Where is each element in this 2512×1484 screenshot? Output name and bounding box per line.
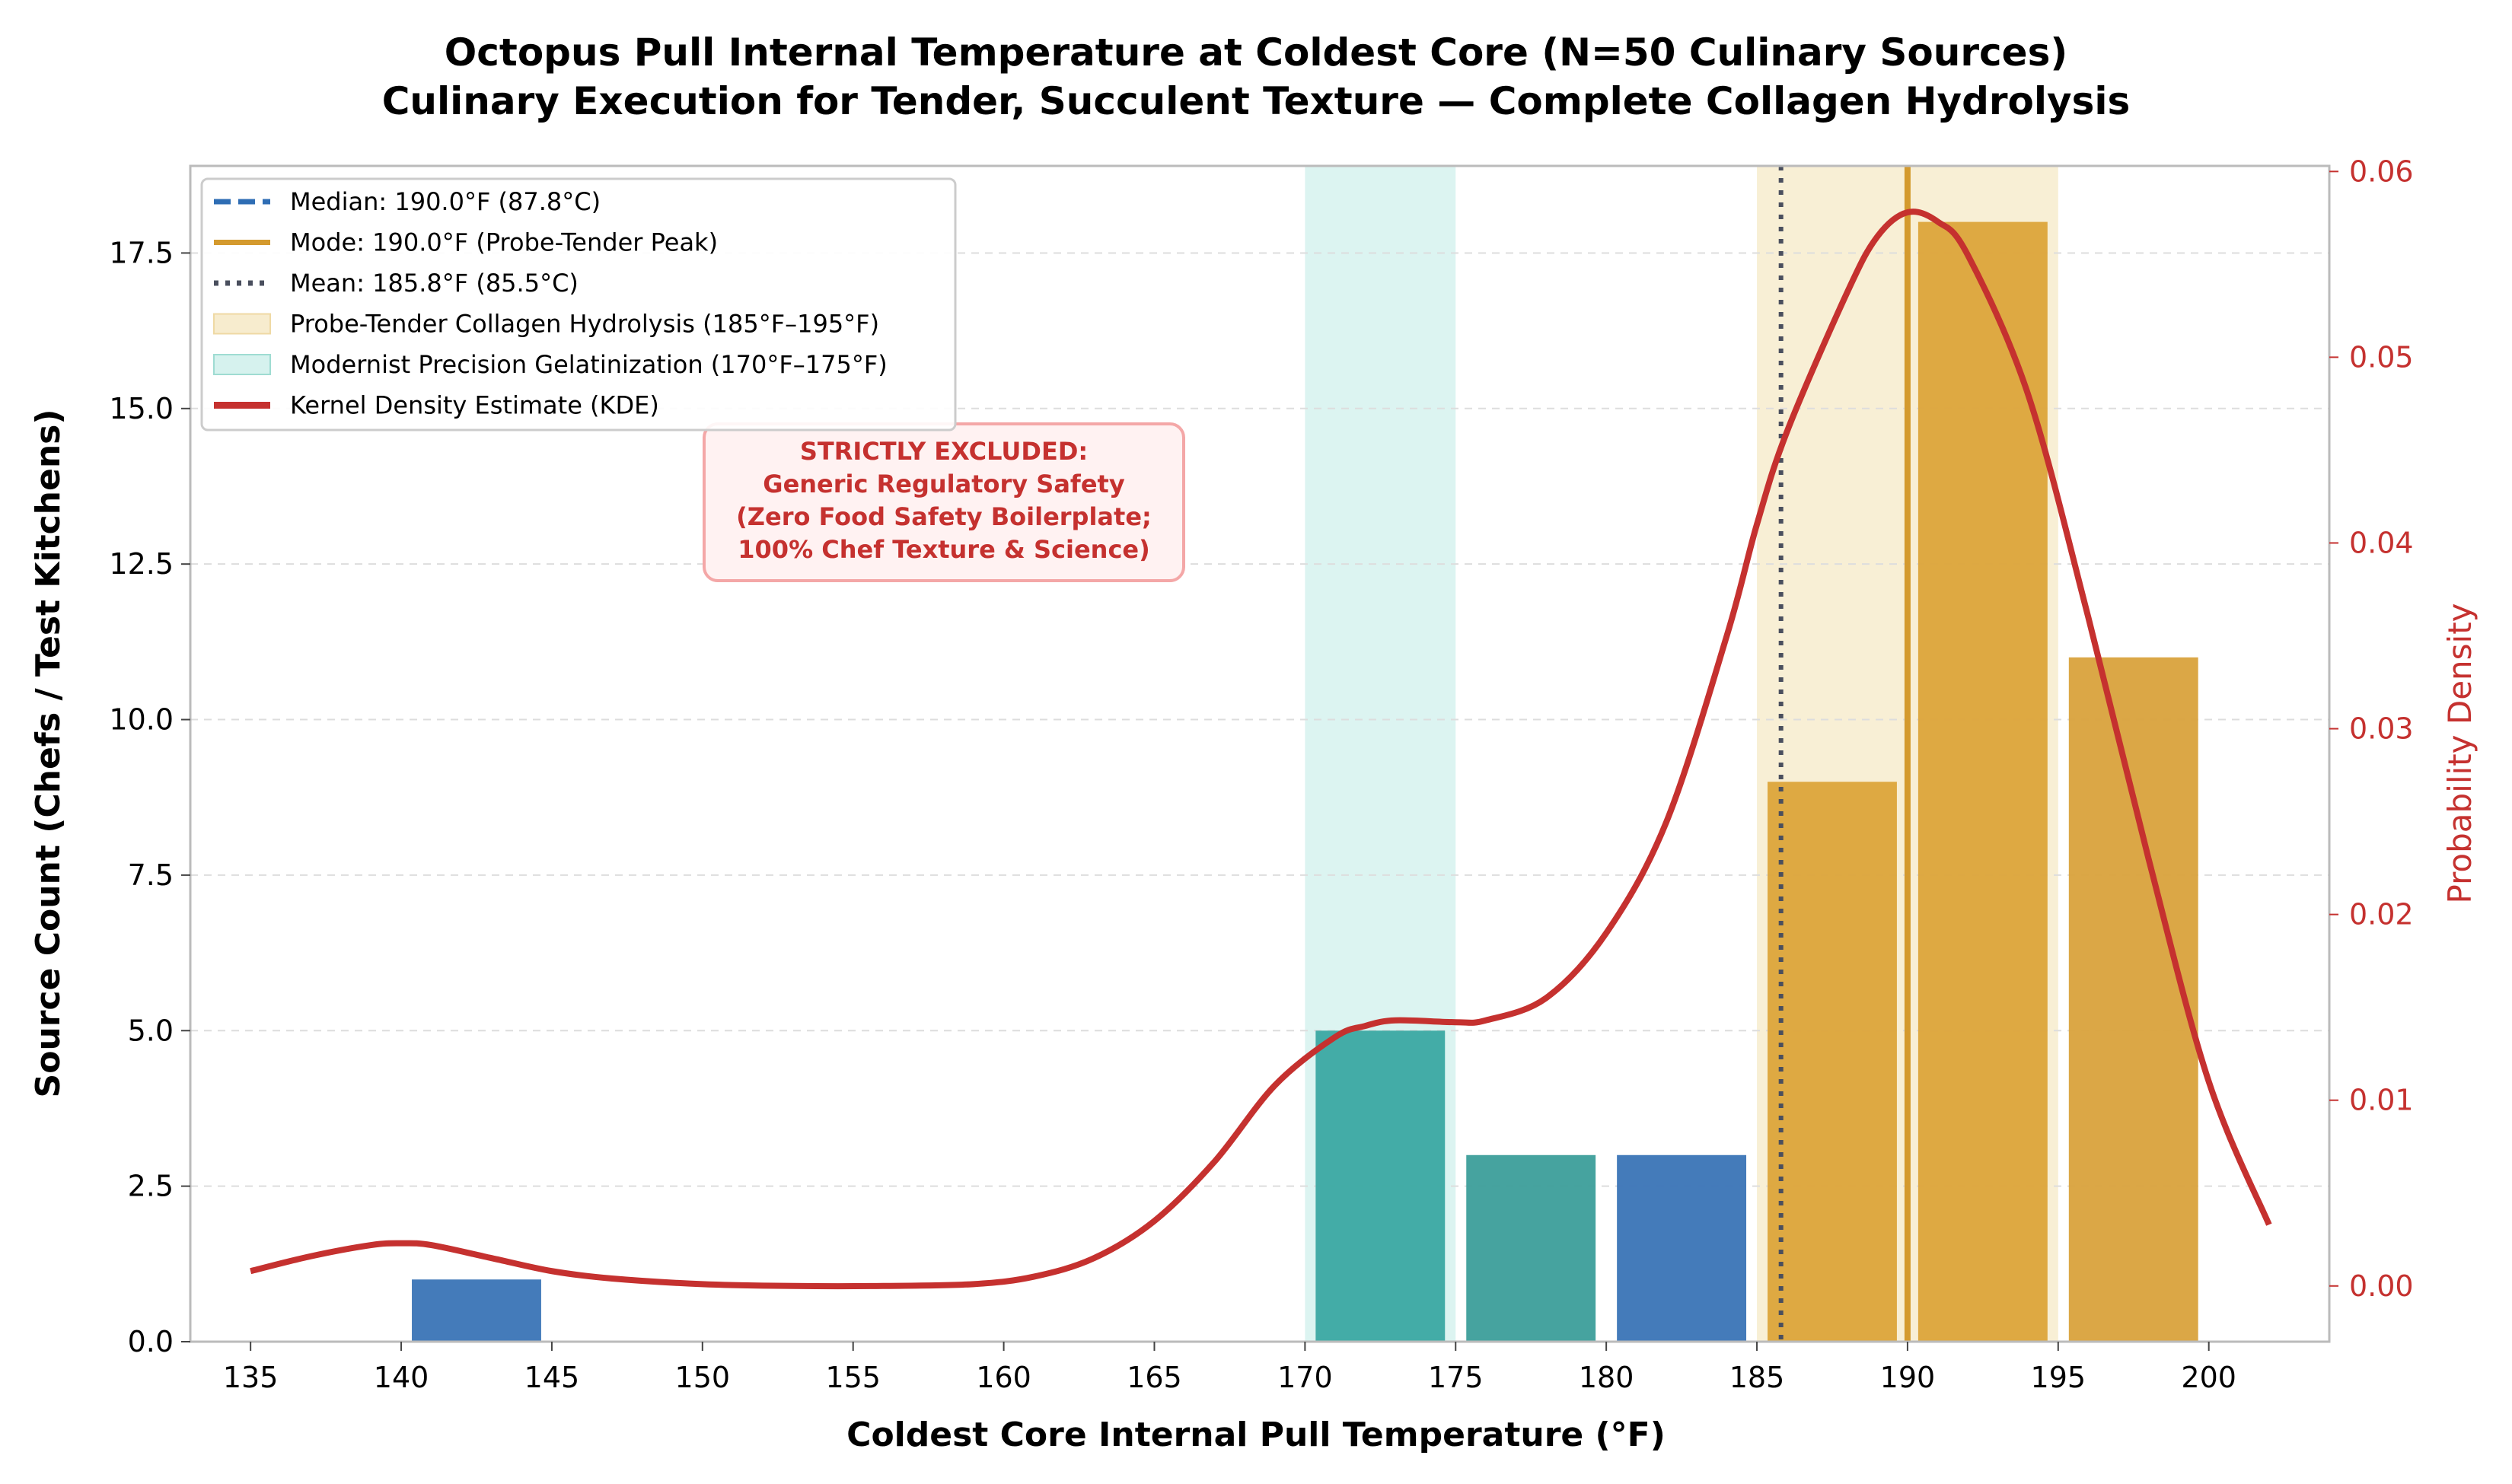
histogram-bar [1768,782,1897,1342]
y2-tick-label: 0.00 [2349,1269,2414,1303]
y-tick-label: 17.5 [109,236,174,269]
y-tick-label: 10.0 [109,703,174,737]
x-tick-label: 135 [223,1361,279,1394]
histogram-bar [1617,1154,1747,1342]
x-tick-label: 170 [1277,1361,1333,1394]
y-tick-label: 2.5 [128,1170,174,1203]
exclusion-annotation-line: STRICTLY EXCLUDED: [800,437,1088,466]
plot-frame [189,164,2331,1343]
y-axis-label: Source Count (Chefs / Test Kitchens) [29,409,68,1098]
legend-label: Probe-Tender Collagen Hydrolysis (185°F–… [290,310,879,339]
legend-label: Modernist Precision Gelatinization (170°… [290,350,888,379]
y-tick-label: 5.0 [128,1014,174,1047]
x-tick-label: 200 [2181,1361,2236,1394]
legend-swatch [213,354,271,375]
x-tick-label: 175 [1428,1361,1484,1394]
exclusion-annotation-line: Generic Regulatory Safety [763,470,1125,498]
x-tick-label: 150 [675,1361,731,1394]
y2-tick-label: 0.03 [2349,712,2414,746]
legend-swatch [213,313,271,335]
y-tick-label: 15.0 [109,392,174,425]
histogram-bar [1315,1030,1446,1342]
legend-label: Mean: 185.8°F (85.5°C) [290,269,579,298]
y2-axis-label: Probability Density [2441,603,2479,903]
y2-tick-label: 0.06 [2349,154,2414,188]
histogram-bar [2068,657,2198,1342]
x-tick-label: 160 [976,1361,1031,1394]
x-tick-label: 195 [2031,1361,2086,1394]
exclusion-annotation-line: (Zero Food Safety Boilerplate; [736,502,1152,531]
legend-label: Kernel Density Estimate (KDE) [290,391,659,420]
histogram-bar [1917,221,2048,1342]
histogram-bar [412,1279,541,1342]
legend-label: Mode: 190.0°F (Probe-Tender Peak) [290,228,718,257]
x-tick-label: 145 [524,1361,580,1394]
x-tick-label: 165 [1127,1361,1182,1394]
chart-title: Octopus Pull Internal Temperature at Col… [445,30,2067,75]
kde-curve [250,209,2272,1290]
x-tick-label: 190 [1880,1361,1936,1394]
histogram-bar [1466,1154,1596,1342]
x-tick-label: 185 [1729,1361,1785,1394]
y2-tick-label: 0.05 [2349,340,2414,374]
y-tick-label: 0.0 [128,1325,174,1358]
y-tick-label: 12.5 [109,547,174,581]
y2-tick-label: 0.01 [2349,1084,2414,1117]
y2-tick-label: 0.04 [2349,526,2414,559]
x-axis-label: Coldest Core Internal Pull Temperature (… [846,1416,1666,1454]
y2-tick-label: 0.02 [2349,898,2414,931]
x-tick-label: 180 [1579,1361,1634,1394]
exclusion-annotation-line: 100% Chef Texture & Science) [738,535,1149,564]
x-tick-label: 155 [825,1361,881,1394]
legend-label: Median: 190.0°F (87.8°C) [290,187,601,216]
plot-area: 135 140 145 150 155 160 165 170 175 180 185 190 195 2… [109,154,2413,1394]
legend-box [200,177,957,432]
y-tick-label: 7.5 [128,858,174,892]
chart-subtitle: Culinary Execution for Tender, Succulent… [382,79,2131,123]
x-tick-label: 140 [374,1361,429,1394]
